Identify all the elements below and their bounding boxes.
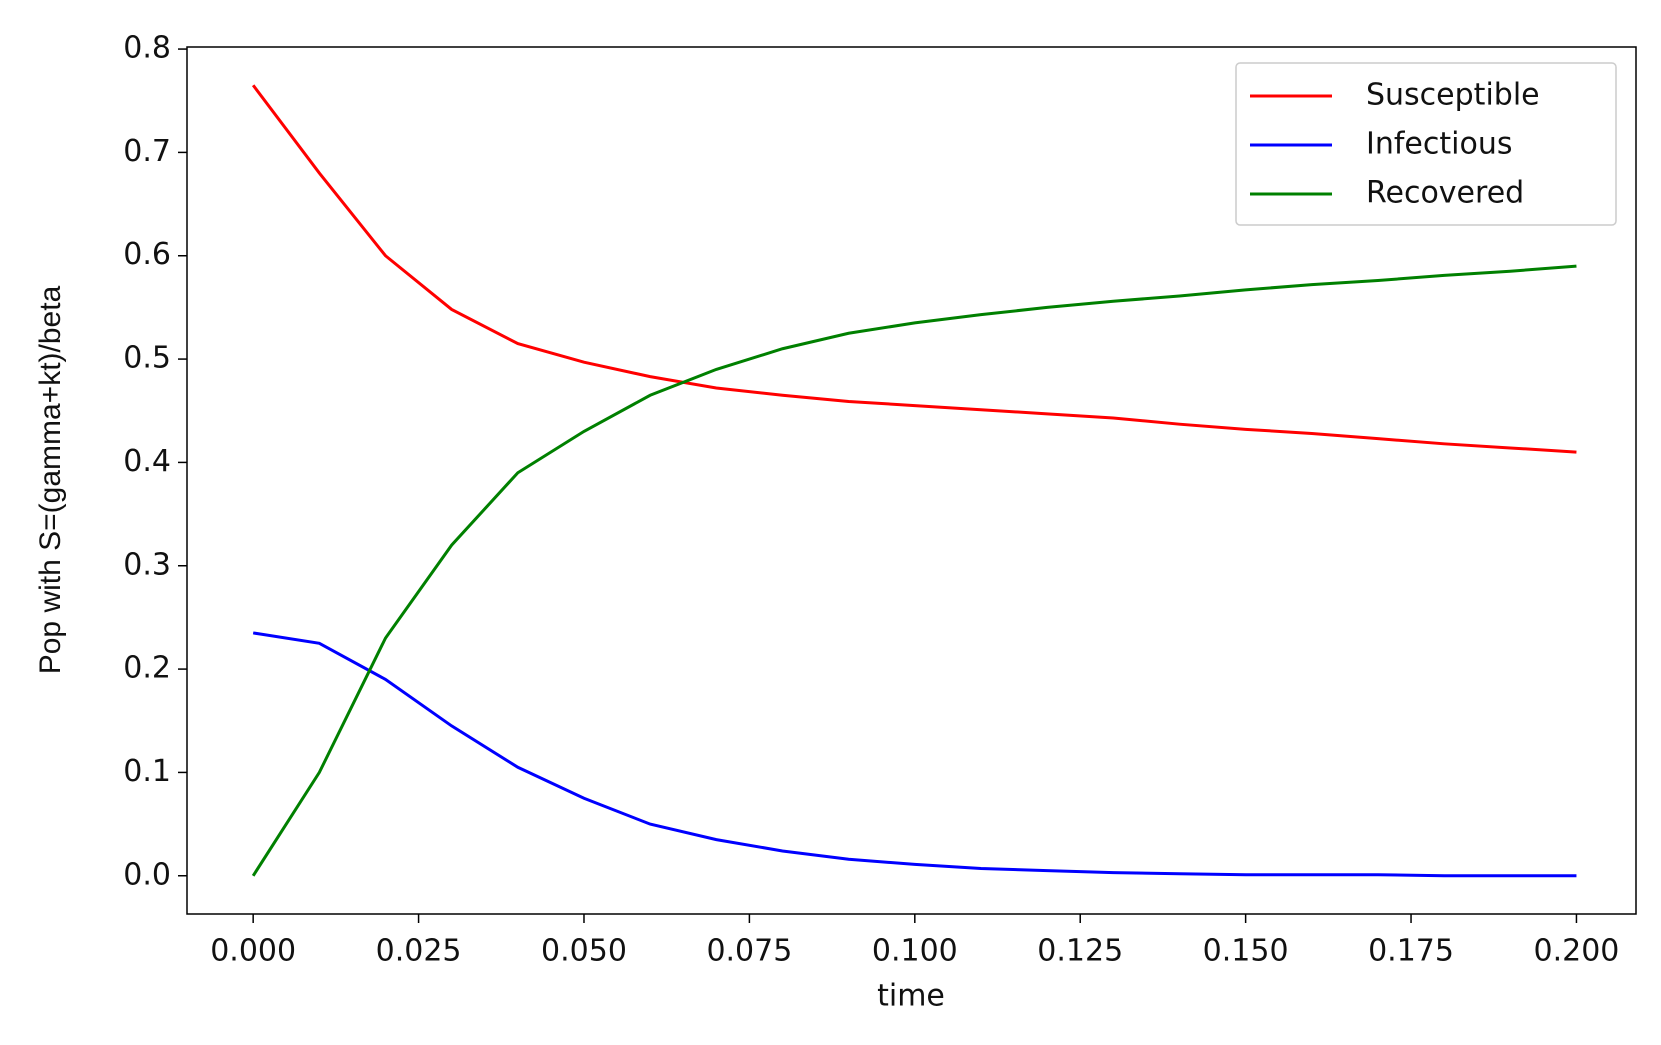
- legend-label: Infectious: [1366, 127, 1512, 162]
- legend-box: [1235, 62, 1617, 226]
- y-tick-label: 0.6: [123, 237, 171, 272]
- series-line: [252, 631, 1577, 878]
- x-tick-label: 0.125: [1037, 934, 1123, 969]
- y-tick-label: 0.2: [123, 651, 171, 686]
- y-tick-label: 0.5: [123, 341, 171, 376]
- x-tick-label: 0.025: [376, 934, 462, 969]
- y-tick-label: 0.8: [123, 31, 171, 66]
- legend-label: Susceptible: [1366, 78, 1540, 113]
- y-tick-label: 0.1: [123, 754, 171, 789]
- x-tick-label: 0.075: [706, 934, 792, 969]
- series-line: [251, 264, 1577, 877]
- x-tick-label: 0.000: [210, 934, 296, 969]
- y-axis-label: Pop with S=(gamma+kt)/beta: [34, 285, 67, 674]
- x-tick-label: 0.100: [872, 934, 958, 969]
- y-tick-label: 0.3: [123, 547, 171, 582]
- plot-frame: [186, 46, 1637, 915]
- x-axis-label: time: [877, 979, 945, 1014]
- y-tick-label: 0.4: [123, 444, 171, 479]
- x-tick-label: 0.050: [541, 934, 627, 969]
- x-tick-label: 0.200: [1534, 934, 1620, 969]
- y-tick-label: 0.7: [123, 134, 171, 169]
- x-tick-label: 0.150: [1203, 934, 1289, 969]
- legend-label: Recovered: [1366, 176, 1524, 211]
- y-tick-label: 0.0: [123, 857, 171, 892]
- series-line: [251, 84, 1577, 454]
- x-tick-label: 0.175: [1368, 934, 1454, 969]
